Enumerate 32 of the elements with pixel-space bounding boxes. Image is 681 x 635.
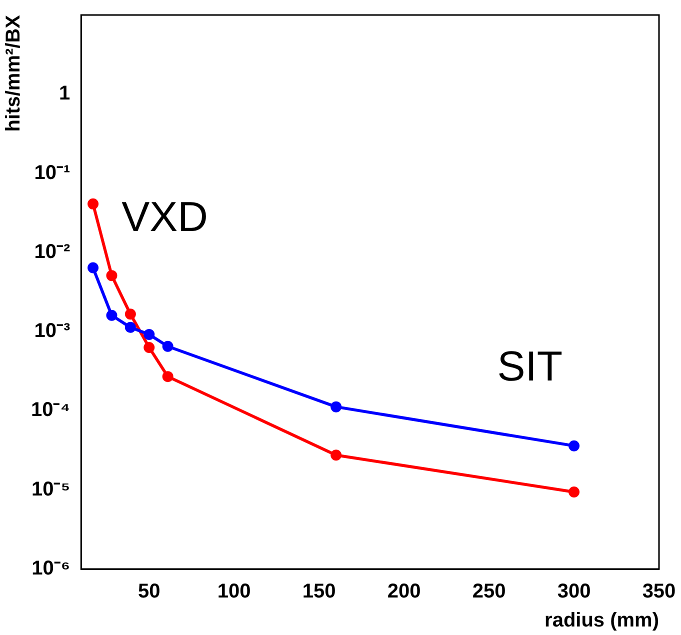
y-tick-label: 10⁻⁵ xyxy=(32,478,70,500)
annotation: SIT xyxy=(497,342,563,390)
y-tick-label: 1 xyxy=(59,82,70,105)
point xyxy=(88,198,99,210)
y-axis-title: hits/mm²/BX xyxy=(2,14,25,132)
point xyxy=(568,486,580,498)
point xyxy=(124,308,136,320)
x-axis-title: radius (mm) xyxy=(544,610,659,632)
point xyxy=(88,262,99,274)
point xyxy=(124,322,136,333)
y-tick-label: 10⁻⁶ xyxy=(32,558,70,580)
x-tick-label: 300 xyxy=(557,580,591,603)
point xyxy=(144,342,155,353)
x-tick-label: 150 xyxy=(302,580,336,603)
point xyxy=(330,450,342,461)
x-tick-label: 350 xyxy=(642,580,676,603)
y-tick-label: 10⁻¹ xyxy=(34,162,70,184)
annotation: VXD xyxy=(122,193,208,240)
y-tick-label: 10⁻³ xyxy=(34,320,70,342)
x-tick-label: 50 xyxy=(138,580,160,603)
x-tick-label: 250 xyxy=(472,580,506,603)
point xyxy=(162,371,174,382)
point xyxy=(162,340,174,352)
point xyxy=(106,270,118,282)
x-tick-label: 200 xyxy=(387,580,421,603)
y-tick-label: 10⁻⁴ xyxy=(31,399,70,422)
point xyxy=(144,328,155,340)
point xyxy=(568,440,580,452)
y-tick-label: 10⁻² xyxy=(34,240,70,263)
point xyxy=(330,401,342,412)
point xyxy=(106,310,118,321)
x-tick-label: 100 xyxy=(217,580,251,603)
